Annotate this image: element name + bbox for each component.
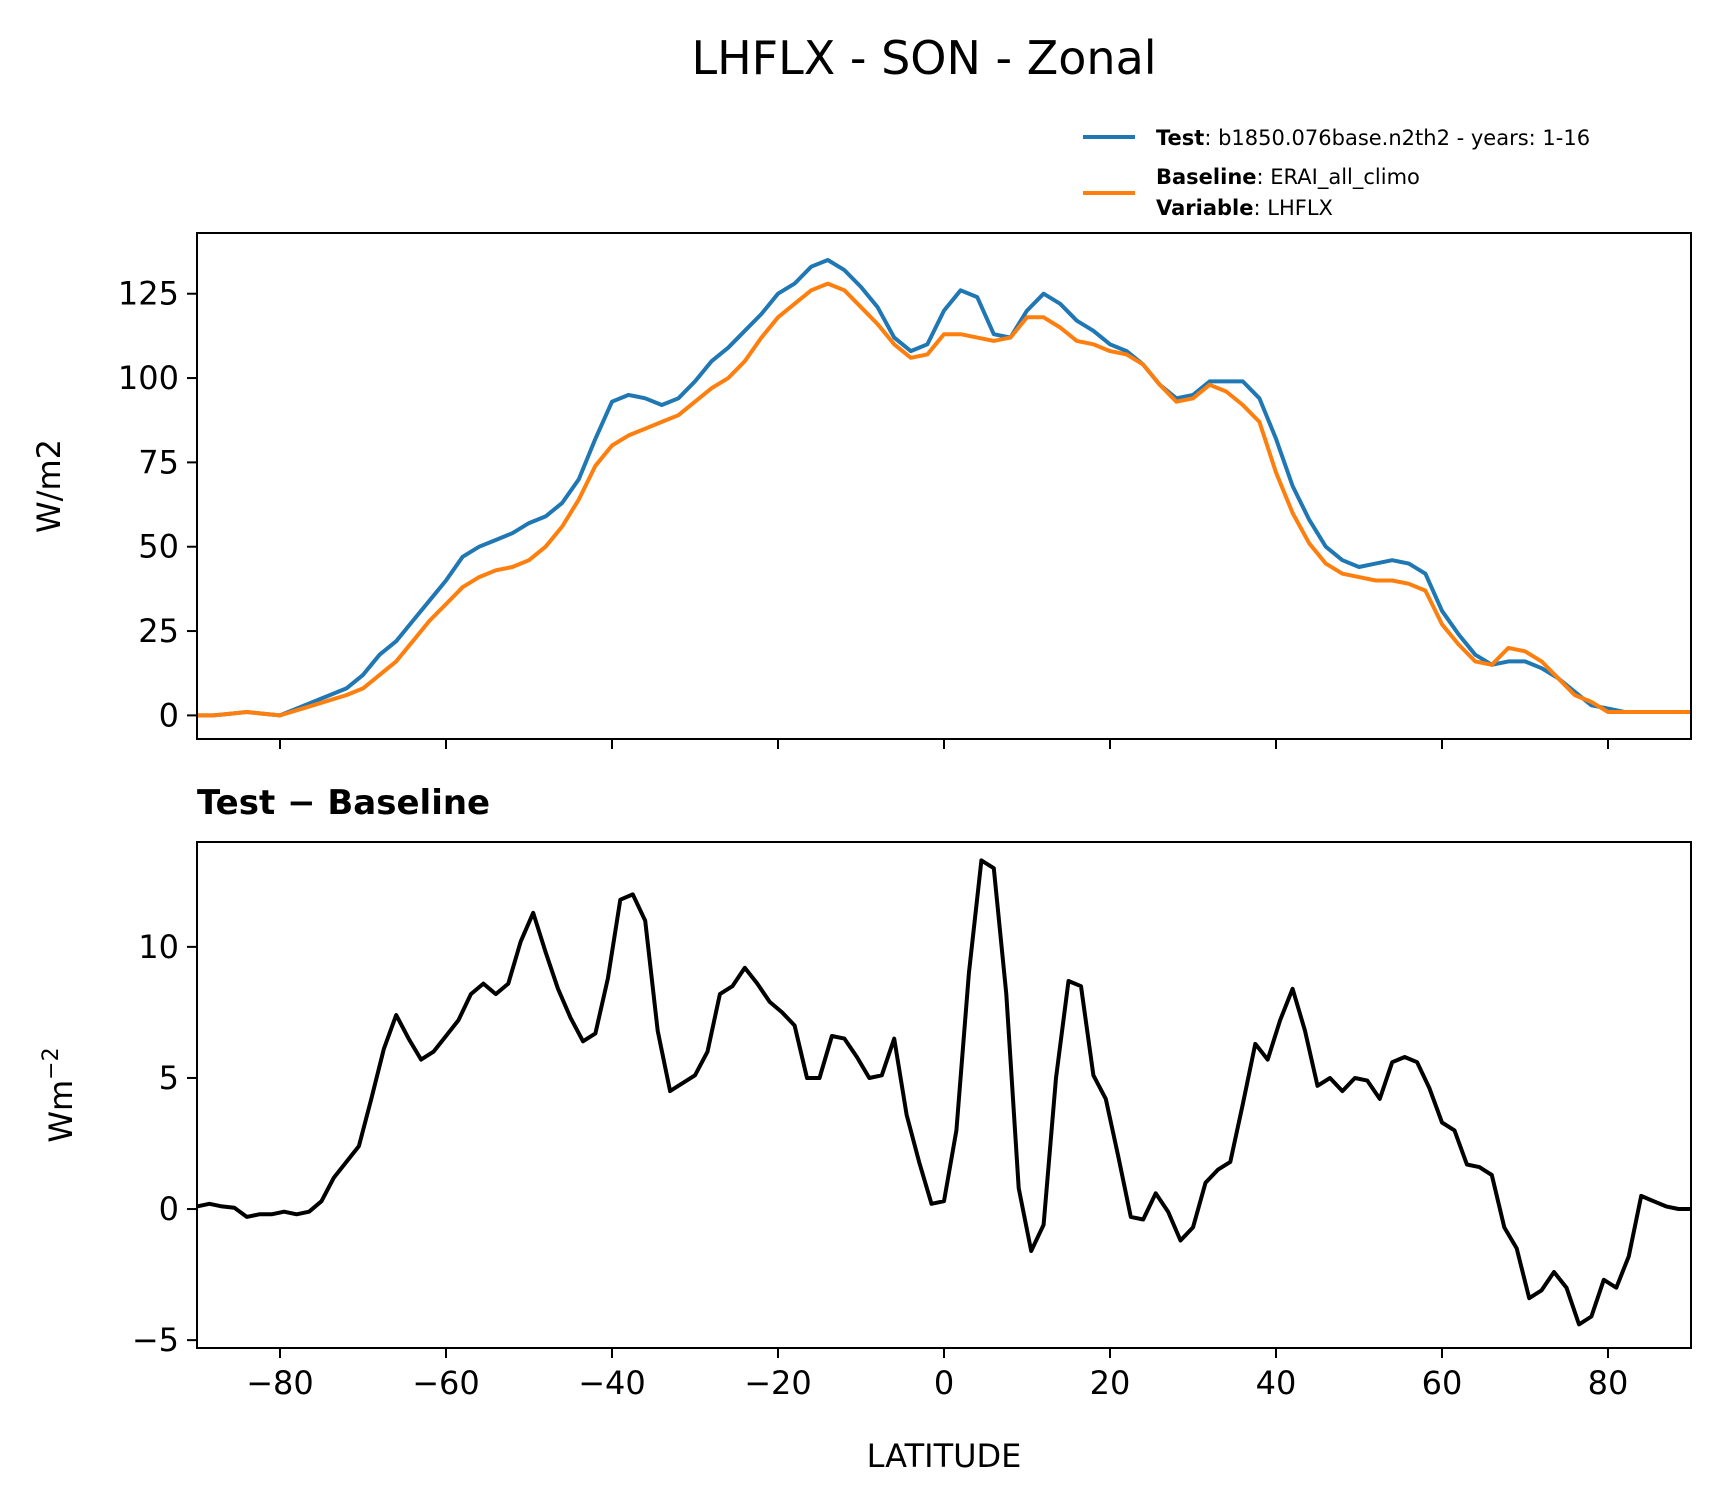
top-y-tick-label: 0 [159,696,179,734]
legend-text-baseline: ERAI_all_climo [1270,165,1420,190]
legend-entry-variable: Variable: LHFLX [1156,196,1333,220]
top-plot-frame [196,232,1692,740]
bottom-plot-frame [196,841,1692,1349]
bottom-x-tick-label: −40 [578,1364,646,1402]
legend-text-variable: LHFLX [1267,196,1333,220]
legend-sep-baseline: : [1257,165,1271,189]
legend-sep-test: : [1204,126,1218,150]
bottom-x-tick-label: 80 [1588,1364,1629,1402]
legend-entry-baseline: Baseline: ERAI_all_climo [1156,165,1420,190]
legend-key-baseline: Baseline [1156,165,1257,189]
bottom-y-axis-label-sup: −2 [39,1047,64,1079]
bottom-x-tick-label: 20 [1090,1364,1131,1402]
legend-key-test: Test [1156,126,1204,150]
bottom-y-tick-label: 5 [159,1059,179,1097]
top-y-tick-label: 100 [118,359,179,397]
bottom-y-tick-label: −5 [132,1321,179,1359]
top-y-tick-label: 50 [138,528,179,566]
bottom-panel-title: Test − Baseline [197,783,490,823]
bottom-series-line-test-baseline [196,858,1691,1327]
top-series-line-baseline [197,281,1691,718]
bottom-y-axis-label-base: Wm [42,1080,80,1143]
chart-title: LHFLX - SON - Zonal [691,31,1156,85]
legend: Test: b1850.076base.n2th2 - years: 1-16 … [1083,126,1590,220]
top-panel: 0 25 50 75 100 125 W/m2 [30,232,1692,749]
legend-entry-test: Test: b1850.076base.n2th2 - years: 1-16 [1156,126,1590,150]
top-y-tick-label: 25 [138,612,179,650]
top-axis-ticks: 0 25 50 75 100 125 [118,275,1609,749]
legend-text-test: b1850.076base.n2th2 - years: 1-16 [1218,126,1590,150]
top-y-tick-label: 125 [118,275,179,313]
legend-sep-variable: : [1253,196,1267,220]
bottom-x-tick-label: 40 [1256,1364,1297,1402]
bottom-y-tick-label: 10 [138,928,179,966]
bottom-x-tick-label: −60 [412,1364,480,1402]
bottom-x-axis-label: LATITUDE [867,1437,1022,1475]
bottom-y-tick-label: 0 [159,1190,179,1228]
bottom-axis-ticks: −5 0 5 10 −80 −60 −40 −20 0 20 40 60 80 [132,928,1629,1402]
bottom-series-group [196,858,1691,1327]
top-y-axis-label: W/m2 [30,439,68,533]
top-series-group [197,258,1691,718]
bottom-panel: Test − Baseline −5 0 5 10 −80 −60 −40 −20 0 20 40 6… [39,783,1692,1475]
top-series-line-test [197,258,1691,718]
bottom-x-tick-label: 60 [1422,1364,1463,1402]
top-y-tick-label: 75 [138,443,179,481]
legend-key-variable: Variable [1156,196,1253,220]
bottom-x-tick-label: −20 [744,1364,812,1402]
bottom-x-tick-label: −80 [246,1364,314,1402]
bottom-x-tick-label: 0 [934,1364,954,1402]
bottom-y-axis-label: Wm−2 [39,1047,80,1142]
